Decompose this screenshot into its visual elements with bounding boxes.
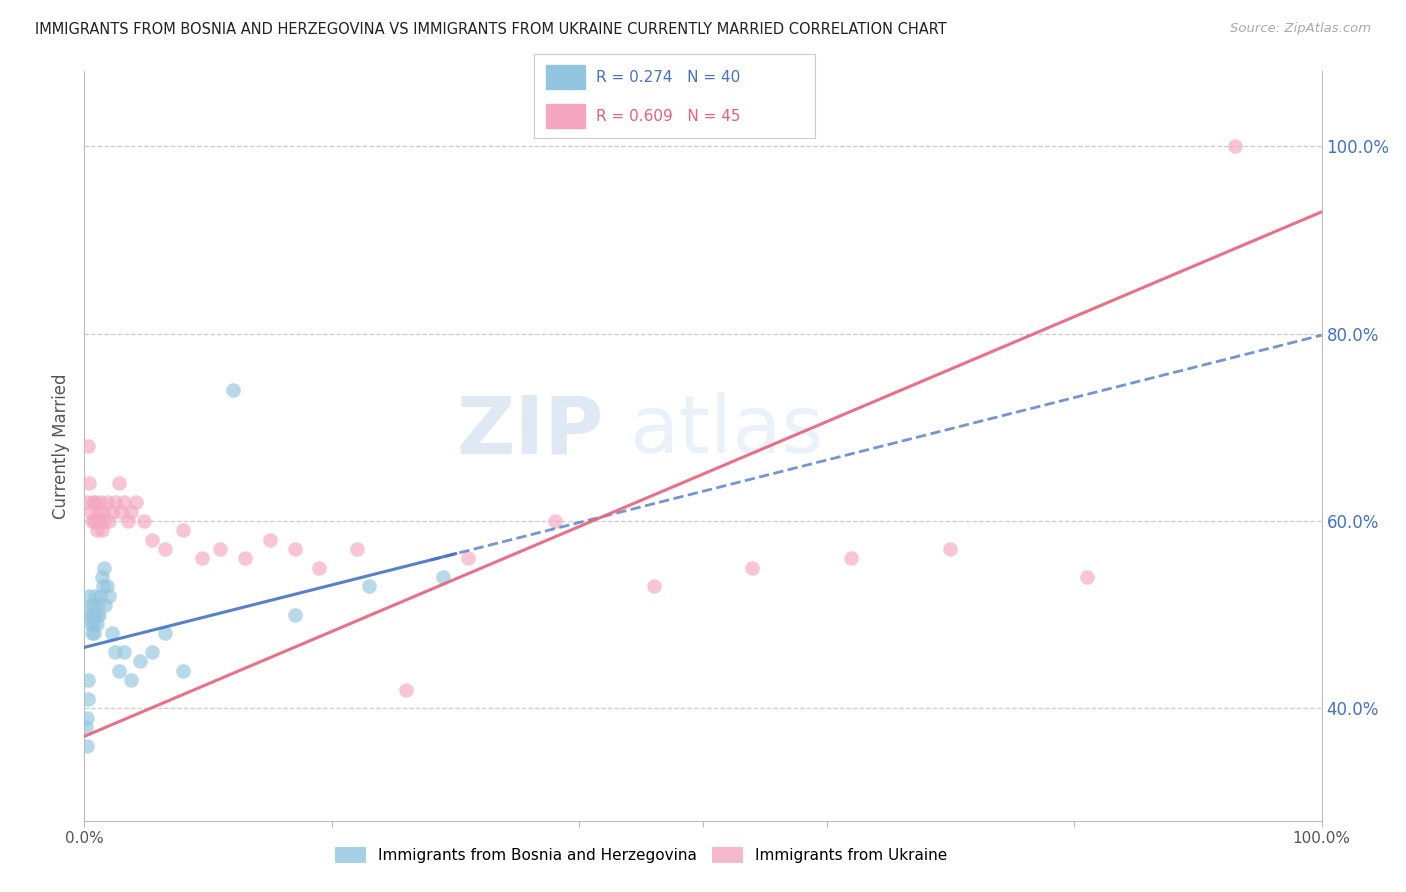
- Legend: Immigrants from Bosnia and Herzegovina, Immigrants from Ukraine: Immigrants from Bosnia and Herzegovina, …: [329, 841, 953, 869]
- Point: [80, 514, 103, 528]
- Point: [141, 533, 163, 547]
- Point: [96, 495, 118, 509]
- Point: [77, 692, 100, 706]
- Point: [96, 580, 118, 594]
- Point: [76, 739, 98, 753]
- Point: [259, 533, 281, 547]
- Point: [233, 551, 256, 566]
- Point: [457, 551, 479, 566]
- Point: [643, 580, 665, 594]
- Point: [108, 476, 131, 491]
- Point: [1223, 139, 1246, 153]
- Point: [357, 580, 380, 594]
- Point: [93, 561, 115, 575]
- Point: [308, 561, 330, 575]
- Point: [98, 514, 121, 528]
- Point: [82, 599, 104, 613]
- Text: R = 0.274   N = 40: R = 0.274 N = 40: [596, 70, 741, 85]
- Point: [79, 599, 101, 613]
- Point: [346, 542, 368, 557]
- Point: [79, 505, 101, 519]
- Point: [89, 589, 111, 603]
- Point: [112, 645, 135, 659]
- Point: [79, 617, 101, 632]
- Point: [209, 542, 232, 557]
- Point: [153, 626, 176, 640]
- Point: [83, 514, 105, 528]
- Point: [112, 495, 135, 509]
- Point: [82, 617, 104, 632]
- Point: [84, 495, 107, 509]
- Point: [172, 524, 194, 538]
- Point: [89, 514, 111, 528]
- Text: ZIP: ZIP: [457, 392, 605, 470]
- Point: [284, 607, 307, 622]
- Text: R = 0.609   N = 45: R = 0.609 N = 45: [596, 109, 741, 124]
- Point: [120, 505, 142, 519]
- Point: [77, 439, 100, 453]
- Point: [125, 495, 148, 509]
- Point: [84, 589, 107, 603]
- Point: [91, 505, 114, 519]
- Point: [80, 626, 103, 640]
- Point: [191, 551, 214, 566]
- Point: [87, 505, 110, 519]
- Point: [741, 561, 763, 575]
- Point: [1076, 570, 1098, 584]
- Point: [91, 580, 114, 594]
- Point: [94, 599, 117, 613]
- Point: [90, 524, 112, 538]
- Point: [86, 617, 108, 632]
- Point: [117, 514, 139, 528]
- Point: [939, 542, 962, 557]
- Point: [87, 599, 110, 613]
- Point: [110, 505, 132, 519]
- Bar: [546, 104, 585, 128]
- Point: [75, 720, 97, 734]
- Point: [141, 645, 163, 659]
- Point: [153, 542, 176, 557]
- Text: Source: ZipAtlas.com: Source: ZipAtlas.com: [1230, 22, 1371, 36]
- Point: [79, 589, 101, 603]
- Point: [77, 673, 100, 688]
- Point: [120, 673, 142, 688]
- Text: atlas: atlas: [628, 392, 823, 470]
- Point: [89, 495, 111, 509]
- Point: [104, 495, 127, 509]
- Point: [83, 607, 105, 622]
- Point: [100, 626, 122, 640]
- Bar: [546, 65, 585, 89]
- Point: [90, 570, 112, 584]
- Point: [100, 505, 122, 519]
- Point: [432, 570, 454, 584]
- Point: [98, 589, 121, 603]
- Point: [132, 514, 155, 528]
- Point: [284, 542, 307, 557]
- Point: [543, 514, 565, 528]
- Point: [79, 607, 101, 622]
- Text: IMMIGRANTS FROM BOSNIA AND HERZEGOVINA VS IMMIGRANTS FROM UKRAINE CURRENTLY MARR: IMMIGRANTS FROM BOSNIA AND HERZEGOVINA V…: [35, 22, 946, 37]
- Point: [76, 710, 98, 724]
- Point: [108, 664, 131, 678]
- Y-axis label: Currently Married: Currently Married: [52, 373, 70, 519]
- Point: [129, 655, 152, 669]
- Point: [841, 551, 863, 566]
- Point: [86, 524, 108, 538]
- Point: [82, 495, 104, 509]
- Point: [104, 645, 127, 659]
- Point: [83, 626, 105, 640]
- Point: [222, 383, 245, 397]
- Point: [76, 495, 98, 509]
- Point: [89, 607, 111, 622]
- Point: [93, 514, 115, 528]
- Point: [79, 476, 101, 491]
- Point: [172, 664, 194, 678]
- Point: [80, 607, 103, 622]
- Point: [395, 682, 418, 697]
- Point: [86, 607, 108, 622]
